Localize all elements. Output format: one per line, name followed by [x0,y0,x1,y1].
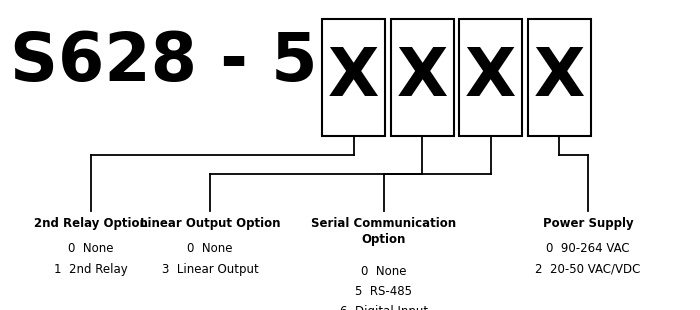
Text: 1  2nd Relay: 1 2nd Relay [54,263,128,276]
Text: 2nd Relay Option: 2nd Relay Option [34,217,148,230]
Bar [322,19,385,136]
Text: 6  Digital Input: 6 Digital Input [340,305,428,310]
Text: 0  None: 0 None [361,265,406,278]
Text: S628 - 5: S628 - 5 [10,29,318,95]
Text: 0  None: 0 None [69,242,113,255]
Bar [459,19,522,136]
Text: X: X [533,45,585,110]
Text: 3  Linear Output: 3 Linear Output [162,263,258,276]
Text: 0  None: 0 None [188,242,232,255]
Text: Power Supply: Power Supply [542,217,634,230]
Text: 2  20-50 VAC/VDC: 2 20-50 VAC/VDC [536,263,640,276]
Text: X: X [328,45,379,110]
Bar [528,19,591,136]
Text: X: X [465,45,517,110]
Text: Serial Communication
Option: Serial Communication Option [311,217,456,246]
Text: X: X [396,45,448,110]
Text: 0  90-264 VAC: 0 90-264 VAC [546,242,630,255]
Text: 5  RS-485: 5 RS-485 [355,285,412,298]
Text: Linear Output Option: Linear Output Option [140,217,280,230]
Bar [391,19,454,136]
